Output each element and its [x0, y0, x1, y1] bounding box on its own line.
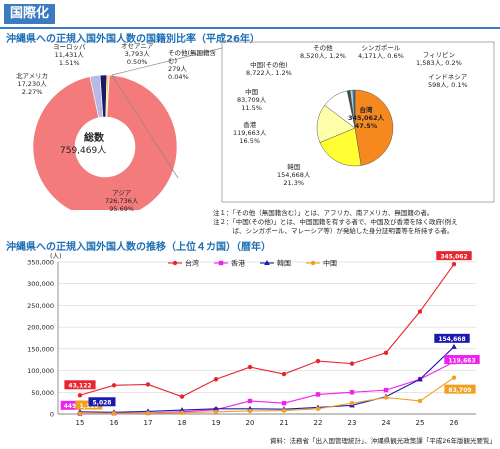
source-note: 資料：法務省「出入国管理統計」、沖縄県観光政策課「平成26年版観光要覧」: [270, 437, 497, 445]
donut-slice-4: [106, 74, 110, 118]
x-tick-label: 16: [110, 419, 119, 427]
data-label: 119,663: [444, 355, 480, 364]
series-line: [79, 263, 455, 398]
data-label: 345,062: [436, 251, 472, 260]
china-other-label: 中国(その他) 8,722人, 1.2%: [246, 61, 292, 77]
x-tick-label: 21: [280, 419, 289, 427]
series-line: [79, 361, 455, 415]
svg-text:449: 449: [64, 403, 77, 410]
y-tick-label: 250,000: [27, 302, 54, 310]
data-label: 83,709: [444, 384, 476, 394]
donut-hole: [75, 117, 135, 177]
section1-title: 沖縄県への正規入国外国人数の国籍別比率（平成26年）: [6, 34, 260, 45]
page-title: 国際化: [4, 4, 56, 24]
x-tick-label: 20: [246, 419, 255, 427]
asia-label: アジア 726,736人 95.69%: [105, 189, 139, 213]
pie-charts: [32, 41, 495, 210]
y-tick-label: 150,000: [27, 345, 54, 353]
data-label: 154,668: [434, 333, 470, 343]
x-tick-label: 24: [382, 419, 391, 427]
legend-item: 香港: [231, 259, 245, 268]
legend-item: 台湾: [185, 259, 199, 268]
svg-text:345,062: 345,062: [440, 253, 467, 260]
data-label: 5,028: [88, 397, 116, 407]
philippines-label: フィリピン 1,583人, 0.2%: [416, 51, 462, 67]
total-value: 759,469人: [60, 146, 107, 156]
x-tick-label: 19: [212, 419, 221, 427]
notes: 注１：「その他（無国籍含む）」とは、アフリカ、南アメリカ、無国籍の者。 注２：「…: [213, 209, 458, 236]
sub-pie-slice-0: [354, 89, 394, 166]
series-台湾: [77, 261, 457, 399]
y-axis-label: (人): [50, 252, 62, 260]
svg-text:1,110: 1,110: [80, 403, 99, 410]
note-1: 注１：「その他（無国籍含む）」とは、アフリカ、南アメリカ、無国籍の者。: [213, 209, 434, 217]
hongkong-label: 香港 119,663人 16.5%: [233, 121, 267, 145]
indonesia-label: インドネシア 598人, 0.1%: [428, 73, 468, 89]
donut-slice-0: [32, 74, 178, 210]
x-tick-label: 15: [76, 419, 85, 427]
svg-text:154,668: 154,668: [438, 336, 465, 343]
section2-title: 沖縄県への正規入国外国人数の推移（上位４カ国）（暦年）: [6, 242, 271, 253]
x-tick-label: 23: [348, 419, 357, 427]
zoom-connector: [111, 41, 495, 203]
north-america-label: 北アメリカ 17,230人 2.27%: [16, 72, 49, 96]
line-chart: 0 50,000 100,000 150,000 200,000 250,000 300,0…: [27, 251, 480, 427]
sub-pie-slice-1: [319, 127, 362, 167]
y-tick-label: 350,000: [27, 259, 54, 267]
y-tick-label: 200,000: [27, 324, 54, 332]
series-line: [79, 346, 455, 413]
header-bar: [0, 0, 500, 29]
taiwan-label: 台湾 345,062人 47.5%: [348, 106, 385, 130]
china-label: 中国 83,709人 11.5%: [237, 88, 267, 112]
others-sub-label: その他 8,520人, 1.2%: [300, 44, 346, 60]
korea-label: 韓国 154,668人 21.3%: [277, 163, 311, 187]
legend: 台湾 香港 韓国 中国: [168, 259, 337, 268]
series-香港: [77, 359, 457, 417]
y-tick-label: 100,000: [27, 367, 54, 375]
legend-item: 韓国: [277, 259, 291, 268]
singapore-label: シンガポール 4,171人, 0.6%: [358, 44, 404, 60]
x-tick-label: 17: [144, 419, 153, 427]
x-tick-label: 22: [314, 419, 323, 427]
series-韓国: [77, 343, 457, 415]
y-tick-label: 0: [50, 411, 54, 419]
y-tick-label: 50,000: [31, 389, 54, 397]
others-label: その他(無国籍含む) 279人 0.04%: [168, 49, 217, 81]
data-label: 43,122: [64, 380, 96, 390]
total-label: 総数: [84, 133, 104, 144]
note-2: 注２：「中国(その他)」とは、中国国籍を有する者で、中国及び香港を除く政府(例え: [213, 218, 458, 226]
x-tick-label: 26: [450, 419, 459, 427]
series-line: [79, 377, 455, 415]
main-donut-chart: [32, 74, 178, 210]
y-tick-label: 300,000: [27, 280, 54, 288]
legend-item: 中国: [323, 259, 337, 268]
oceania-label: オセアニア 3,793人 0.50%: [121, 42, 154, 66]
series-中国: [77, 375, 457, 416]
x-tick-label: 25: [416, 419, 425, 427]
europe-label: ヨーロッパ 11,431人 1.51%: [53, 43, 86, 67]
sub-pie-chart: [316, 89, 394, 167]
data-label: 449: [60, 400, 80, 410]
note-3: ば、シンガポール、マレーシア等）が発給した身分証明書等を所持する者。: [213, 227, 454, 235]
svg-text:119,663: 119,663: [448, 357, 475, 364]
svg-text:43,122: 43,122: [68, 383, 91, 390]
svg-text:83,709: 83,709: [448, 387, 471, 394]
svg-text:5,028: 5,028: [93, 400, 112, 407]
x-tick-label: 18: [178, 419, 187, 427]
